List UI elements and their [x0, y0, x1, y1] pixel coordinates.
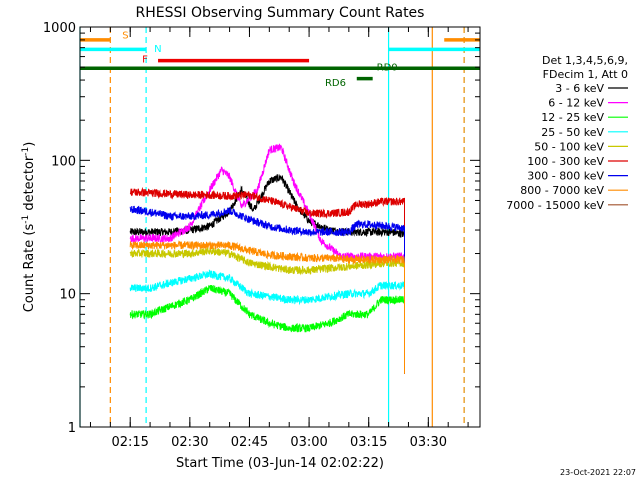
flag-label-rd6: RD6	[325, 78, 346, 89]
legend: Det 1,3,4,5,6,9,FDecim 1, Att 03 - 6 keV…	[506, 54, 628, 212]
y-tick-label-1000: 1000	[43, 21, 76, 36]
plot-frame	[79, 26, 481, 428]
y-tick-label-100: 100	[51, 154, 76, 169]
y-axis-label-prefix: Count Rate (s	[22, 224, 37, 313]
legend-label-7: 800 - 7000 keV	[520, 184, 604, 197]
flag-label-rd0: RD0	[377, 63, 398, 74]
timestamp-footer: 23-Oct-2021 22:07	[560, 468, 636, 477]
series-line-2	[129, 284, 405, 374]
legend-header-0: Det 1,3,4,5,6,9,	[542, 54, 628, 67]
chart-title: RHESSI Observing Summary Count Rates	[136, 5, 425, 21]
legend-label-3: 25 - 50 keV	[541, 126, 604, 139]
y-axis-label-mid: detector	[22, 155, 37, 215]
series-line-7	[129, 240, 405, 374]
y-axis-label-suffix: )	[22, 142, 37, 147]
legend-label-8: 7000 - 15000 keV	[506, 199, 604, 212]
legend-label-0: 3 - 6 keV	[555, 82, 604, 95]
x-tick-label-02:15: 02:15	[111, 435, 148, 450]
y-axis-label-sup1: -1	[21, 215, 31, 224]
legend-label-5: 100 - 300 keV	[527, 155, 604, 168]
x-tick-label-03:30: 03:30	[410, 435, 447, 450]
series-lines	[129, 143, 405, 374]
y-axis-label-sup2: -1	[21, 147, 31, 156]
legend-label-2: 12 - 25 keV	[541, 111, 604, 124]
flag-labels: S NF RD6 RD0	[122, 30, 397, 89]
series-line-6	[129, 205, 405, 374]
x-tick-label-02:45: 02:45	[231, 435, 268, 450]
legend-header-1: FDecim 1, Att 0	[543, 68, 628, 81]
flag-bars	[80, 38, 480, 81]
series-line-3	[129, 269, 405, 374]
y-axis-label: Count Rate (s-1 detector-1)	[21, 142, 37, 313]
legend-label-1: 6 - 12 keV	[548, 97, 604, 110]
flag-label-f: F	[142, 55, 148, 66]
y-tick-label-1: 1	[68, 421, 76, 436]
flag-label-n: N	[154, 44, 161, 55]
legend-label-4: 50 - 100 keV	[534, 140, 604, 153]
series-line-5	[129, 186, 405, 374]
series-line-0	[129, 174, 405, 374]
x-tick-label-02:30: 02:30	[171, 435, 208, 450]
x-axis-ticks: 02:15 02:30 02:45 03:00 03:15 03:30	[89, 27, 469, 450]
y-axis-ticks: 1 10 100 1000	[43, 21, 480, 436]
x-axis-label: Start Time (03-Jun-14 02:02:22)	[176, 456, 384, 471]
x-tick-label-03:15: 03:15	[350, 435, 387, 450]
legend-label-6: 300 - 800 keV	[527, 170, 604, 183]
flag-label-s: S	[122, 30, 128, 41]
series-line-4	[129, 245, 405, 374]
x-tick-label-03:00: 03:00	[290, 435, 327, 450]
y-tick-label-10: 10	[59, 288, 76, 303]
vertical-markers	[79, 27, 465, 427]
